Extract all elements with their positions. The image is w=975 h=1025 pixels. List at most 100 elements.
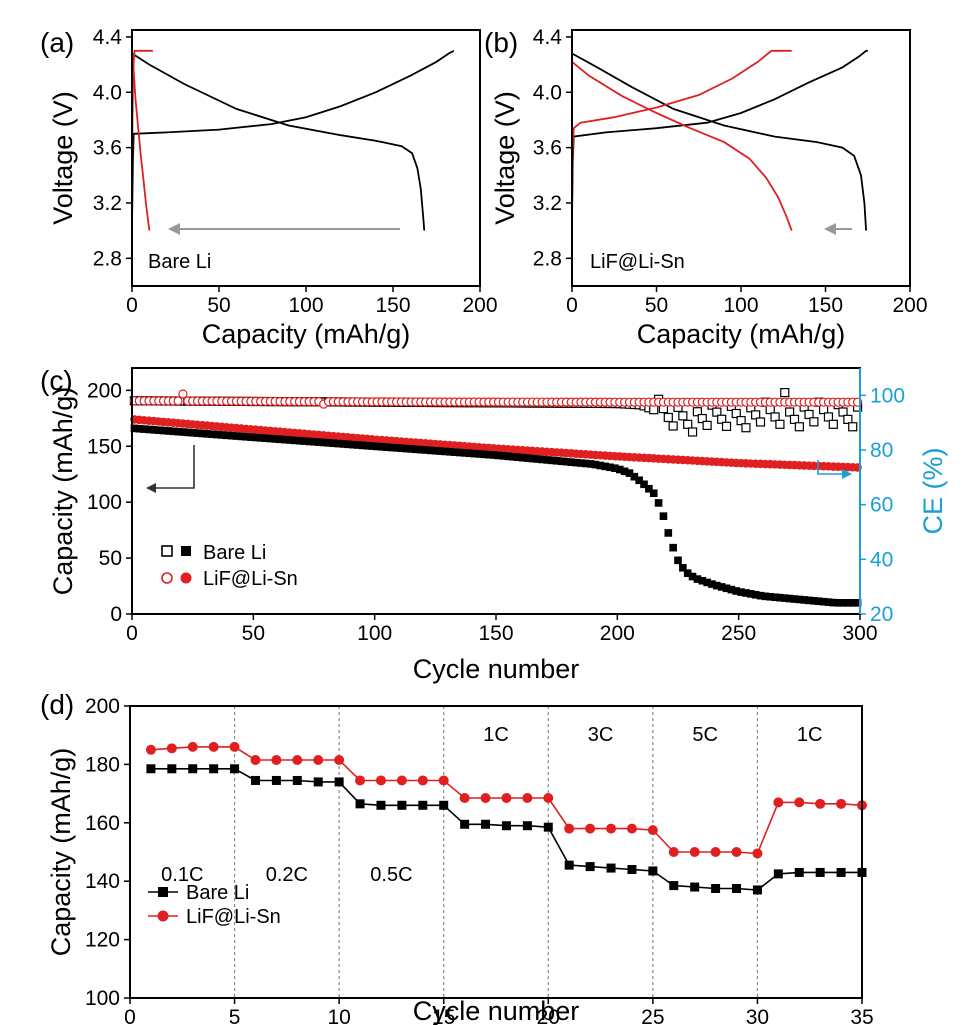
panel-b-xtick-label: 200	[892, 294, 927, 317]
panel-c-xtick-label: 50	[242, 622, 265, 645]
panel-a-ytick-label: 2.8	[93, 247, 122, 270]
legend-bare-marker	[158, 887, 168, 897]
panel-c-bare-ce-point	[770, 412, 780, 422]
panel-c-ytick-label: 150	[87, 435, 122, 458]
panel-b-xtick-label: 100	[723, 294, 758, 317]
panel-c-bare-capacity-point	[300, 437, 309, 445]
panel-c-bare-capacity-point	[538, 455, 546, 464]
panel-c-bare-capacity-point	[276, 435, 284, 444]
panel-d-xtick-label: 0	[124, 1006, 136, 1025]
panel-c-bare-capacity-point	[499, 452, 508, 460]
panel-c-bare-capacity-point	[349, 440, 357, 449]
panel-c-bare-capacity-point	[601, 462, 609, 471]
panel-c-y2tick-label: 100	[870, 384, 905, 407]
panel-a-xlabel: Capacity (mAh/g)	[202, 319, 411, 349]
panel-c-bare-capacity-point	[426, 446, 435, 455]
legend-bare-label: Bare Li	[203, 542, 266, 564]
panel-d-lif-point	[773, 797, 784, 808]
panel-d-lif-point	[355, 775, 366, 786]
panel-c-bare-capacity-point	[436, 447, 444, 455]
panel-c-bare-capacity-point	[416, 445, 425, 454]
panel-c-bare-capacity-point	[184, 428, 192, 437]
panel-d-lif-point	[606, 823, 617, 834]
panel-c-left-axis-arrowhead	[146, 483, 156, 493]
panel-c-bare-capacity-point	[703, 578, 711, 587]
panel-b-curve-4	[571, 61, 793, 231]
panel-c-bare-ce-point	[692, 407, 703, 417]
panel-d-bare-point	[313, 777, 323, 787]
panel-c-bare-ce-point	[755, 417, 766, 427]
panel-c-bare-capacity-point	[785, 594, 794, 603]
legend-lif-marker	[157, 910, 169, 922]
panel-d-bare-point	[334, 777, 344, 787]
panel-c-ytick-label: 0	[110, 603, 122, 626]
panel-c-bare-capacity-point	[717, 583, 726, 591]
panel-c-bare-capacity-point	[654, 499, 663, 507]
panel-c-bare-capacity-point	[251, 433, 260, 442]
panel-d-bare-point	[250, 775, 260, 785]
panel-c-bare-capacity-point	[460, 449, 469, 457]
panel-c-bare-capacity-point	[397, 444, 406, 453]
panel-c-bare-capacity-point	[562, 457, 571, 466]
panel-d-bare-point	[230, 764, 240, 774]
panel-c-bare-ce-point	[775, 419, 785, 429]
panel-d-lif-point	[250, 755, 261, 766]
panel-c-bare-ce-point	[687, 427, 698, 437]
panel-c-ytick-label: 200	[87, 379, 122, 402]
panel-c-bare-capacity-point	[795, 595, 804, 604]
panel-d-bare-point	[188, 764, 198, 774]
panel-c-label: (c)	[40, 365, 73, 396]
panel-c-bare-ce-point	[804, 409, 814, 420]
panel-c-bare-capacity-point	[693, 575, 702, 583]
panel-c-ytick-label: 50	[99, 547, 122, 570]
panel-d-legend: Bare Li LiF@Li-Sn	[148, 882, 281, 928]
panel-c-bare-capacity-point	[698, 576, 707, 585]
panel-d-xtick-label: 30	[746, 1006, 769, 1025]
panel-c-bare-ce-point	[828, 419, 838, 429]
panel-c-bare-capacity-point	[271, 435, 279, 443]
panel-c-bare-capacity-point	[305, 437, 313, 446]
panel-c-bare-capacity-point	[620, 467, 629, 476]
panel-d-bare-point	[648, 866, 658, 876]
panel-c-bare-ce-point	[721, 421, 732, 431]
legend-bare-open-marker	[161, 545, 173, 557]
panel-c-bare-capacity-point	[169, 427, 178, 436]
panel-d-lif-point	[668, 847, 679, 857]
panel-c-bare-capacity-point	[295, 436, 304, 445]
panel-c-bare-capacity-point	[412, 445, 420, 454]
panel-c-y2tick-label: 40	[870, 548, 893, 571]
panel-c-bare-ce-point	[823, 412, 834, 422]
panel-d-bare-point	[564, 860, 574, 870]
panel-c-bare-capacity-point	[135, 424, 144, 433]
panel-c-bare-capacity-point	[431, 446, 440, 455]
legend-bare-filled-marker	[181, 546, 191, 556]
legend-lif-filled-marker	[180, 572, 192, 584]
panel-a-ylabel: Voltage (V)	[48, 91, 78, 225]
panel-b-arrow-head	[824, 223, 836, 235]
legend-lif-open-marker	[161, 572, 173, 584]
panel-d-bare-point	[690, 882, 700, 892]
panel-d-bare-point	[397, 800, 407, 810]
panel-c-bare-capacity-point	[805, 596, 813, 605]
panel-d-rate-label: 0.5C	[370, 864, 412, 886]
panel-c-bare-capacity-point	[232, 432, 241, 440]
panel-c-bare-ce-point	[751, 410, 761, 420]
panel-d-bare-point	[585, 862, 595, 872]
panel-a-curve-1	[131, 50, 455, 224]
panel-c-bare-ce-point	[741, 423, 751, 433]
panel-c-bare-capacity-point	[819, 597, 828, 606]
panel-d-bare-point	[711, 884, 721, 893]
panel-d-lif-point	[396, 775, 407, 786]
panel-c-bare-capacity-point	[383, 443, 391, 451]
panel-c-bare-capacity-point	[480, 450, 488, 459]
panel-d-lif-point	[438, 775, 449, 786]
panel-c-bare-capacity-point	[421, 446, 430, 454]
panel-c-bare-capacity-point	[688, 572, 697, 581]
panel-d-plot-area: 0 5 10 15 20 25 30 35 100 120 140 160 180 200 0.1C 0.2C…	[85, 695, 874, 1025]
panel-b-xtick-label: 0	[566, 294, 578, 317]
panel-c-bare-ce-point	[809, 417, 819, 427]
panel-d-bare-point	[606, 863, 616, 873]
panel-a-ytick-label: 4.4	[93, 26, 123, 49]
panel-d-rate-label: 1C	[797, 724, 823, 746]
panel-c-bare-capacity-point	[484, 450, 493, 459]
